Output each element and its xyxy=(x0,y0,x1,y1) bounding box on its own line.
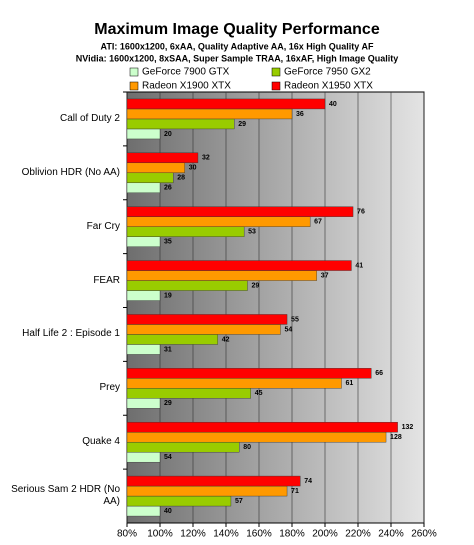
data-label: 20 xyxy=(164,131,172,138)
bar xyxy=(126,98,326,110)
legend-swatch xyxy=(271,67,281,77)
bar xyxy=(126,108,293,120)
y-tick-label: Oblivion HDR (No AA) xyxy=(21,166,120,178)
bar xyxy=(126,475,301,487)
bar xyxy=(126,226,245,237)
bar xyxy=(126,451,161,463)
data-label: 28 xyxy=(177,175,185,182)
data-label: 31 xyxy=(164,346,172,353)
data-label: 41 xyxy=(355,262,363,269)
data-label: 74 xyxy=(304,478,312,485)
bar xyxy=(126,206,354,217)
x-tick-label: 240% xyxy=(378,529,404,540)
bar xyxy=(126,162,185,174)
bar xyxy=(126,421,398,433)
data-label: 128 xyxy=(390,434,402,441)
subtitle: NVidia: 1600x1200, 8xSAA, Super Sample T… xyxy=(76,53,398,63)
bar xyxy=(126,398,161,409)
legend-swatch xyxy=(271,81,281,91)
x-tick-label: 200% xyxy=(312,529,338,540)
x-tick-label: 120% xyxy=(180,529,206,540)
legend-label: Radeon X1900 XTX xyxy=(142,81,231,92)
data-label: 36 xyxy=(296,111,304,118)
bar xyxy=(126,334,218,345)
data-label: 67 xyxy=(314,219,322,226)
data-label: 54 xyxy=(284,326,292,333)
data-label: 132 xyxy=(402,424,414,431)
chart-title: Maximum Image Quality Performance xyxy=(94,21,380,38)
bar xyxy=(126,172,174,184)
x-tick-label: 220% xyxy=(345,529,371,540)
bar xyxy=(126,152,199,164)
bar xyxy=(126,270,317,281)
x-tick-label: 160% xyxy=(246,529,272,540)
bar xyxy=(126,441,240,453)
bar xyxy=(126,485,288,497)
data-label: 32 xyxy=(202,155,210,162)
data-label: 19 xyxy=(164,292,172,299)
bar xyxy=(126,128,161,140)
data-label: 80 xyxy=(243,444,251,451)
bar xyxy=(126,368,372,379)
data-label: 45 xyxy=(255,390,263,397)
bar xyxy=(126,290,161,301)
data-label: 37 xyxy=(321,272,329,279)
y-tick-label: Call of Duty 2 xyxy=(59,112,120,124)
bar xyxy=(126,505,161,517)
y-tick-label: Serious Sam 2 HDR (No AA) xyxy=(11,484,120,508)
bar xyxy=(126,216,311,227)
bar xyxy=(126,431,387,443)
data-label: 29 xyxy=(164,400,172,407)
y-tick-label: Quake 4 xyxy=(82,436,120,448)
data-label: 42 xyxy=(222,336,230,343)
data-label: 30 xyxy=(189,165,197,172)
legend-swatch xyxy=(129,81,139,91)
bar xyxy=(126,236,161,247)
data-label: 26 xyxy=(164,185,172,192)
bar xyxy=(126,388,251,399)
y-tick-label: FEAR xyxy=(93,274,120,286)
x-tick-label: 260% xyxy=(411,529,437,540)
data-label: 71 xyxy=(291,488,299,495)
data-label: 54 xyxy=(164,454,172,461)
x-tick-label: 100% xyxy=(147,529,173,540)
y-tick-label: Far Cry xyxy=(86,220,120,232)
bar xyxy=(126,260,352,271)
data-label: 55 xyxy=(291,316,299,323)
bar xyxy=(126,378,342,389)
bar xyxy=(126,182,161,194)
data-label: 29 xyxy=(238,121,246,128)
data-label: 57 xyxy=(235,498,243,505)
legend-label: Radeon X1950 XTX xyxy=(284,81,373,92)
data-label: 53 xyxy=(248,229,256,236)
y-tick-label: Half Life 2 : Episode 1 xyxy=(22,328,120,340)
legend-swatch xyxy=(129,67,139,77)
legend-label: GeForce 7950 GX2 xyxy=(284,67,371,78)
bar xyxy=(126,495,232,507)
data-label: 76 xyxy=(357,209,365,216)
bar xyxy=(126,324,281,335)
y-tick-label: Prey xyxy=(99,382,120,394)
legend-label: GeForce 7900 GTX xyxy=(142,67,230,78)
bar xyxy=(126,118,235,130)
x-tick-label: 80% xyxy=(117,529,137,540)
data-label: 35 xyxy=(164,239,172,246)
bar xyxy=(126,280,248,291)
data-label: 66 xyxy=(375,370,383,377)
data-label: 40 xyxy=(329,101,337,108)
x-tick-label: 140% xyxy=(213,529,239,540)
x-tick-label: 180% xyxy=(279,529,305,540)
bar xyxy=(126,314,288,325)
bar xyxy=(126,344,161,355)
data-label: 61 xyxy=(346,380,354,387)
data-label: 29 xyxy=(251,282,259,289)
subtitle: ATI: 1600x1200, 6xAA, Quality Adaptive A… xyxy=(101,41,374,51)
data-label: 40 xyxy=(164,508,172,515)
